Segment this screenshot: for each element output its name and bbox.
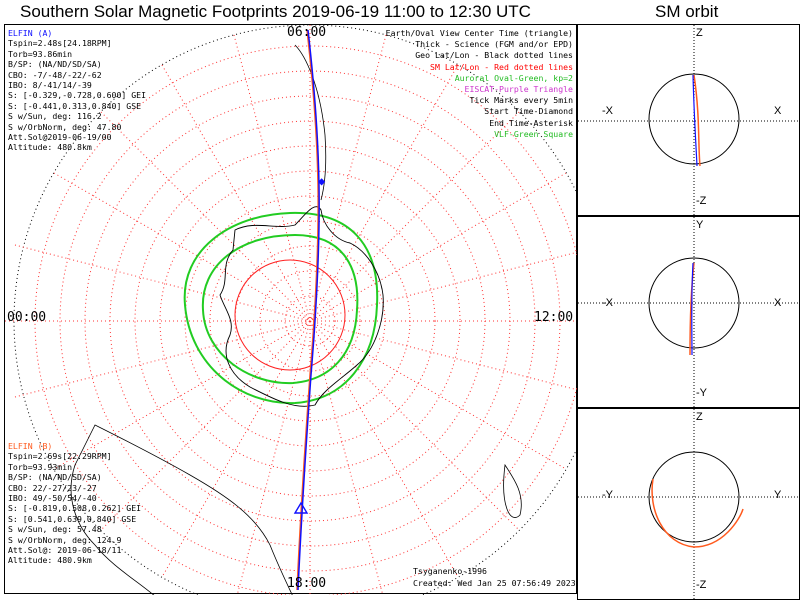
page-title: Southern Solar Magnetic Footprints 2019-… [20, 2, 531, 21]
sm-lon-lines [5, 25, 578, 595]
elfin-b-line: S: [-0.819,0.508,0.262] GEI [8, 503, 142, 514]
clock-label-right: 12:00 [534, 310, 574, 325]
orbit-xz-right: X [774, 105, 782, 117]
elfin-b-line: S w/OrbNorm, deg: 124.9 [8, 534, 122, 545]
clock-label-top: 06:00 [287, 25, 327, 40]
legend-item: Earth/Oval View Center Time (triangle) [385, 28, 573, 38]
elfin-b-track [296, 29, 319, 591]
elfin-a-line: S: [-0.441,0.313,0.840] GSE [8, 100, 142, 111]
south-america-coastline [70, 424, 293, 595]
elfin-b-line: IBO: 49/-50/54/-40 [8, 492, 97, 503]
orbit-panel-xy[interactable]: Y -Y -X X [577, 216, 800, 409]
orbit-plot-xy [578, 217, 800, 409]
elfin-a-line: S w/OrbNorm, deg: 47.80 [8, 121, 122, 132]
elfin-a-line: S w/Sun, deg: 116.2 [8, 111, 102, 122]
map-legend: Earth/Oval View Center Time (triangle) T… [386, 28, 573, 140]
orbit-panel-xz[interactable]: Z -Z -X X [577, 24, 800, 217]
australia-fragment [503, 463, 522, 518]
elfin-a-track [297, 29, 320, 591]
orbit-title: SM orbit [655, 2, 719, 21]
elfin-a-line: CBO: -7/-48/-22/-62 [8, 69, 102, 80]
elfin-a-line: Altitude: 480.8km [8, 142, 92, 153]
elfin-b-line: S: [0.541,0.639,0.840] GSE [8, 513, 137, 524]
orbit-xy-bottom: -Y [696, 387, 707, 399]
auroral-oval [183, 211, 379, 405]
legend-item: EISCAT-Purple Triangle [464, 83, 573, 94]
orbit-plot-yz [578, 409, 800, 601]
footprint-map-panel[interactable]: ◆ ELFIN (A) Tspin=2.48s[24.18RPM] Torb=9… [4, 24, 578, 595]
orbit-xy-right: X [774, 297, 782, 309]
elfin-a-line: Torb=93.86min [8, 48, 73, 59]
created-credit: Created: Wed Jan 25 07:56:49 2023 [413, 578, 576, 588]
elfin-b-line: Torb=93.93min [8, 461, 73, 472]
elfin-a-line: Att.Sol@2019-06-19/00 [8, 131, 112, 142]
view-center-triangle [293, 501, 309, 514]
orbit-xz-top: Z [696, 27, 703, 39]
legend-item: End Time-Asterisk [489, 117, 573, 128]
start-diamond: ◆ [318, 174, 326, 188]
legend-item: Geo Lat/Lon - Black dotted lines [415, 50, 573, 61]
orbit-yz-left: -Y [602, 489, 613, 501]
orbit-xy-left: -X [602, 297, 613, 309]
elfin-b-info: ELFIN (B) Tspin=2.69s[22.29RPM] Torb=93.… [8, 441, 141, 566]
elfin-b-line: B/SP: (NA/ND/SD/SA) [8, 472, 102, 483]
elfin-b-line: CBO: 22/-27/23/-27 [8, 482, 97, 493]
legend-item: VLF-Green Square [494, 128, 573, 139]
orbit-yz-right: Y [774, 489, 782, 501]
elfin-a-line: IBO: 8/-41/14/-39 [8, 79, 92, 90]
elfin-a-line: Tspin=2.48s[24.18RPM] [8, 38, 112, 49]
elfin-b-line: S w/Sun, deg: 57.48 [8, 524, 102, 535]
elfin-b-line: Att.Sol@: 2019-06-18/11 [8, 544, 122, 555]
legend-item: Tick Marks every 5min [469, 95, 573, 106]
legend-item: Start Time-Diamond [484, 106, 573, 117]
elfin-b-line: Tspin=2.69s[22.29RPM] [8, 451, 112, 462]
orbit-plot-xz [578, 25, 800, 217]
elfin-a-line: B/SP: (NA/ND/SD/SA) [8, 59, 102, 70]
legend-item: SM Lat/Lon - Red dotted lines [430, 61, 573, 72]
clock-label-left: 00:00 [7, 310, 47, 325]
orbit-xz-bottom: -Z [696, 195, 707, 207]
africa-fragment [294, 44, 327, 201]
clock-label-bottom: 18:00 [287, 576, 327, 591]
elfin-a-title: ELFIN (A) [8, 28, 53, 38]
elfin-b-line: Altitude: 480.9km [8, 555, 92, 566]
elfin-a-line: S: [-0.329,-0.728,0.600] GEI [8, 90, 147, 101]
orbit-yz-top: Z [696, 411, 703, 423]
antarctica-coastline [219, 206, 384, 407]
orbit-xz-left: -X [602, 105, 613, 117]
sm-pole-circle [234, 259, 346, 371]
orbit-yz-bottom: -Z [696, 579, 707, 591]
footprint-map: ◆ [5, 25, 578, 595]
orbit-panel-yz[interactable]: Z -Z -Y Y [577, 408, 800, 601]
elfin-a-info: ELFIN (A) Tspin=2.48s[24.18RPM] Torb=93.… [8, 28, 146, 153]
model-credit: Tsyganenko-1996 [413, 566, 487, 576]
legend-item: Auroral Oval-Green, kp=2 [454, 72, 573, 83]
orbit-xy-top: Y [696, 219, 704, 231]
elfin-b-title: ELFIN (B) [8, 441, 53, 451]
legend-item: Thick - Science (FGM and/or EPD) [415, 39, 573, 50]
